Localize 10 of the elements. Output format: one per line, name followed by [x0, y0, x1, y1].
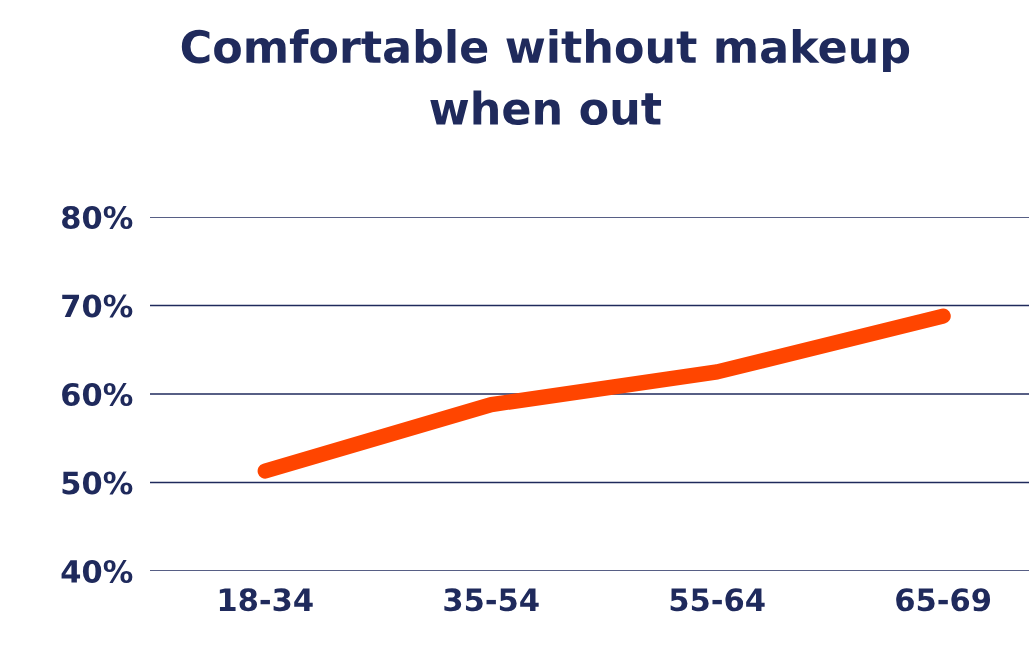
- x-tick-label: 65-69: [896, 588, 991, 612]
- y-tick-label: 40%: [61, 559, 133, 584]
- x-tick-label: 35-54: [444, 588, 539, 612]
- x-tick-label: 18-34: [219, 588, 313, 612]
- y-tick-label: 50%: [62, 471, 133, 495]
- y-tick-label: 80%: [62, 205, 133, 230]
- y-tick-label: 70%: [62, 294, 133, 318]
- chart-title: Comfortable without makeup when out: [181, 29, 910, 126]
- y-tick-label: 60%: [62, 382, 133, 407]
- x-tick-label: 55-64: [670, 588, 765, 612]
